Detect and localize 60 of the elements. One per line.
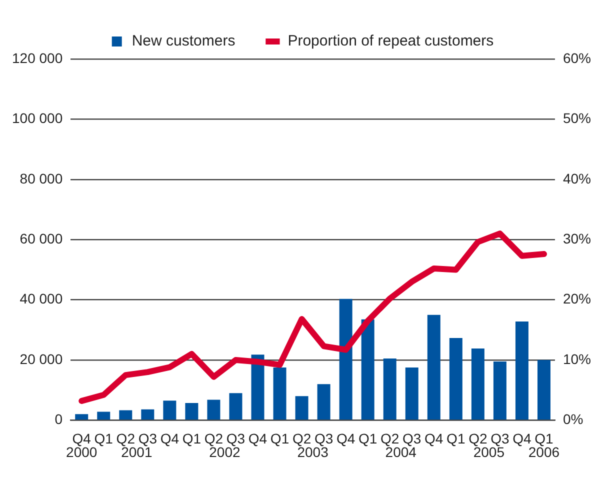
bar <box>141 409 154 420</box>
x-tick-label: Q1 <box>534 430 554 446</box>
x-tick-label: Q1 <box>270 430 290 446</box>
y2-tick-label: 10% <box>562 350 592 367</box>
legend-label: New customers <box>132 32 236 50</box>
y2-tick-label: 60% <box>562 50 592 66</box>
x-tick-label: Q1 <box>182 430 202 446</box>
x-tick-label: Q3 <box>402 430 422 446</box>
x-tick-label: Q4 <box>512 430 532 446</box>
x-tick-label: Q2 <box>380 430 400 446</box>
y-tick-label: 20 000 <box>20 350 63 367</box>
bar <box>75 414 88 420</box>
y-tick-label: 100 000 <box>12 110 63 126</box>
bar <box>471 348 484 420</box>
y2-tick-label: 30% <box>562 230 592 246</box>
bar <box>273 368 286 420</box>
y-tick-label: 40 000 <box>20 290 63 307</box>
bar <box>449 338 462 420</box>
bar <box>427 314 440 420</box>
x-tick-label: Q1 <box>446 430 466 446</box>
x-tick-label: Q2 <box>292 430 312 446</box>
bar <box>229 393 242 420</box>
bar <box>97 412 110 420</box>
x-tick-label: Q1 <box>94 430 114 446</box>
x-tick-label: Q3 <box>314 430 334 446</box>
bar <box>383 358 396 420</box>
x-tick-label: Q3 <box>226 430 246 446</box>
bar <box>185 403 198 420</box>
y2-tick-label: 50% <box>562 110 592 126</box>
y-tick-label: 80 000 <box>20 170 63 186</box>
y2-tick-label: 40% <box>562 170 592 186</box>
x-tick-label: Q1 <box>358 430 378 446</box>
x-tick-label: Q4 <box>336 430 356 446</box>
y-tick-label: 120 000 <box>12 50 63 66</box>
y-tick-label: 60 000 <box>20 230 63 246</box>
x-tick-label: Q3 <box>490 430 510 446</box>
y-tick-label: 0 <box>54 411 63 428</box>
bar <box>537 360 550 420</box>
bar <box>295 396 308 420</box>
bar <box>207 400 220 420</box>
bar <box>405 368 418 420</box>
bar <box>515 321 528 420</box>
x-tick-label: Q4 <box>248 430 268 446</box>
x-tick-label: Q4 <box>160 430 180 446</box>
x-tick-label: Q2 <box>468 430 488 446</box>
bar <box>493 362 506 420</box>
bar <box>361 319 374 420</box>
x-tick-label: Q4 <box>72 430 92 446</box>
bar <box>163 400 176 420</box>
bar <box>251 354 264 420</box>
x-tick-label: Q2 <box>204 430 224 446</box>
legend-label: Proportion of repeat customers <box>288 32 494 50</box>
bar <box>119 410 132 420</box>
bar <box>317 384 330 420</box>
x-tick-label: Q4 <box>424 430 444 446</box>
y2-tick-label: 0% <box>562 411 584 428</box>
x-tick-label: Q3 <box>138 430 158 446</box>
bar <box>339 298 352 420</box>
y2-tick-label: 20% <box>562 290 592 307</box>
x-tick-label: Q2 <box>116 430 136 446</box>
